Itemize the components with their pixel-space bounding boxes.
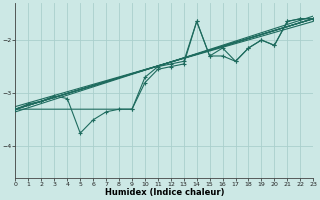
X-axis label: Humidex (Indice chaleur): Humidex (Indice chaleur) — [105, 188, 224, 197]
